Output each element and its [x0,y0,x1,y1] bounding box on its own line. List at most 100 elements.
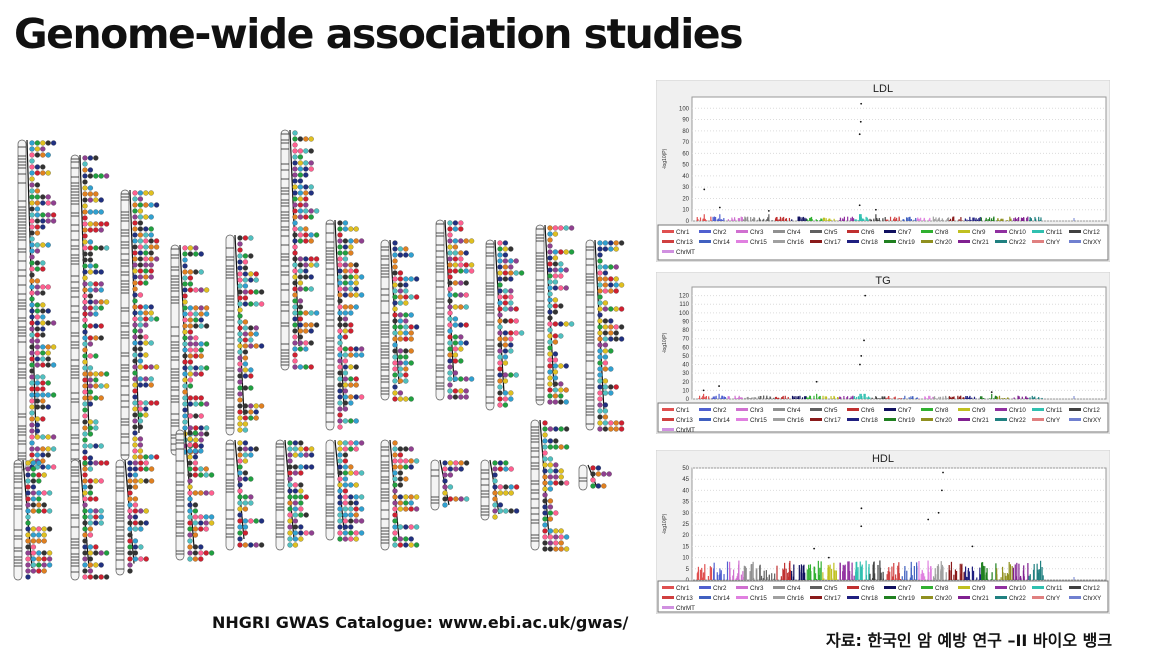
legend-label: Chr6 [861,229,875,236]
y-tick-label: 10 [682,388,689,394]
legend-label: Chr3 [750,585,764,592]
legend-label: Chr8 [935,407,949,414]
legend-label: Chr12 [1083,585,1100,592]
legend-label: Chr5 [824,585,838,592]
legend-item: ChrMT [662,605,695,612]
legend-item: Chr16 [773,239,804,246]
chromosome-band [698,395,712,399]
y-tick-label: 30 [682,185,689,191]
peak-point [815,380,818,399]
legend-item: Chr11 [1032,585,1063,592]
legend-label: Chr17 [824,239,841,246]
legend-item: ChrY [1032,239,1060,246]
chromosome-band [996,395,1012,399]
chromosome-band [711,395,727,399]
legend-label: Chr4 [787,407,801,414]
chromosome-band [902,395,918,399]
legend-item: Chr22 [995,595,1026,602]
chromosome-band [774,395,791,399]
chromosome-ideogram [380,439,420,551]
chromosome-band [1028,560,1044,580]
legend-item: Chr3 [736,407,764,414]
y-tick-label: 70 [682,140,689,146]
y-tick-label: 15 [682,544,689,550]
y-tick-label: 20 [682,533,689,539]
chromosome-ideogram [170,244,210,456]
legend-item: Chr17 [810,239,841,246]
legend-item: Chr16 [773,595,804,602]
legend-item: Chr4 [773,585,801,592]
legend-label: Chr4 [787,585,801,592]
legend-label: Chr5 [824,229,838,236]
legend-label: Chr21 [972,417,989,424]
legend-item: Chr12 [1069,229,1100,236]
legend-item: Chr6 [847,229,875,236]
legend-item: Chr15 [736,417,767,424]
y-tick-label: 50 [682,163,689,169]
legend-label: Chr11 [1046,229,1063,236]
chromosome-ideogram [70,154,110,467]
legend-label: Chr18 [861,417,878,424]
legend-label: ChrMT [676,427,695,434]
gwas-karyogram-diagram [13,129,625,581]
tg-manhattan-plot: TG 0 10 20 30 40 50 60 70 80 90 100 110 120 -log10(P) C… [656,272,1110,434]
legend-label: Chr15 [750,595,767,602]
chromosome-band [727,216,744,221]
chromosome-ideogram [120,189,160,461]
legend-label: Chr1 [676,407,690,414]
legend-label: Chr3 [750,407,764,414]
chromosome-band [791,216,807,221]
legend-item: Chr20 [921,595,952,602]
legend-label: Chr8 [935,585,949,592]
legend-item: Chr11 [1032,407,1063,414]
chromosome-ideogram [70,459,110,581]
peak-point [859,363,861,399]
legend-label: Chr18 [861,595,878,602]
legend-item: Chr22 [995,239,1026,246]
legend-item: Chr13 [662,417,693,424]
y-tick-label: 20 [682,196,689,202]
legend-item: Chr18 [847,417,878,424]
chromosome-ideogram [13,459,53,581]
peak-point [718,385,720,399]
peak-point [971,545,974,580]
y-tick-label: 30 [682,511,689,517]
legend-label: Chr11 [1046,407,1063,414]
chromosome-band [759,564,776,580]
data-source-caption: 자료: 한국인 암 예방 연구 –II 바이오 뱅크 [826,631,1113,650]
legend-label: Chr22 [1009,239,1026,246]
chromosome-ideogram [480,459,520,521]
chromosome-ideogram [430,459,470,511]
legend-label: ChrY [1046,595,1060,602]
chromosome-legend: Chr1 Chr2 Chr3 Chr4 Chr5 Chr6 Chr7 Chr8 Chr9 Chr1… [657,402,1109,434]
y-tick-label: 25 [682,522,689,528]
legend-label: Chr7 [898,229,912,236]
legend-item: Chr6 [847,585,875,592]
chromosome-band [1028,395,1043,399]
legend-item: Chr7 [884,585,912,592]
peak-point [858,204,861,221]
y-tick-label: 90 [682,118,689,124]
chromosome-band [869,217,886,221]
chromosome-band [822,395,839,399]
y-tick-label: 30 [682,371,689,377]
legend-item: Chr2 [699,585,727,592]
legend-label: ChrMT [676,605,695,612]
legend-label: Chr10 [1009,407,1026,414]
legend-label: Chr10 [1009,229,1026,236]
legend-label: ChrXY [1083,239,1101,246]
legend-item: Chr2 [699,229,727,236]
legend-label: Chr12 [1083,229,1100,236]
legend-label: Chr20 [935,595,952,602]
legend-item: Chr13 [662,239,693,246]
chromosome-band [980,395,997,399]
legend-label: Chr9 [972,585,986,592]
chromosome-band [774,216,791,221]
legend-item: Chr21 [958,417,989,424]
legend-label: Chr20 [935,417,952,424]
legend-item: Chr13 [662,595,693,602]
y-tick-label: 40 [682,488,689,494]
peak-point [937,511,940,580]
legend-label: Chr10 [1009,585,1026,592]
